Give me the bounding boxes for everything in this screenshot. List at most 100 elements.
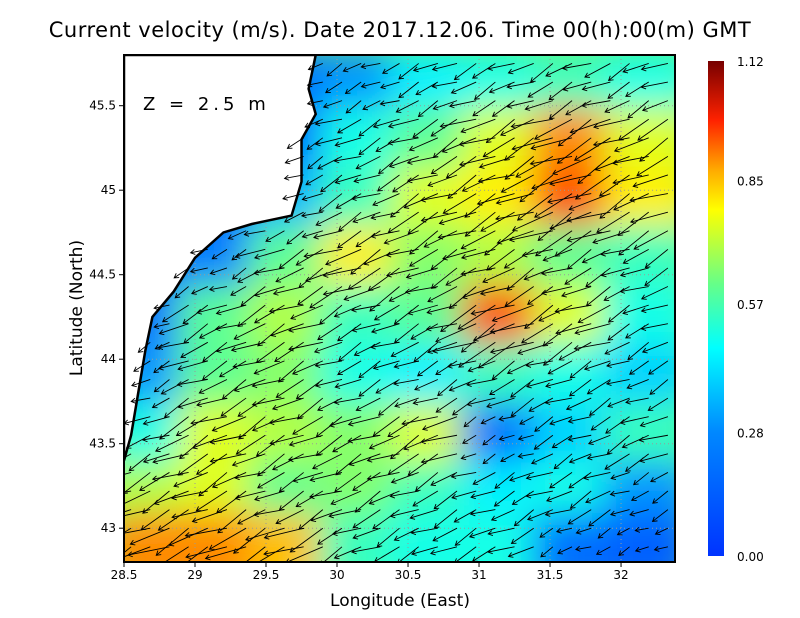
velocity-arrow: [506, 267, 534, 291]
velocity-arrow: [605, 379, 630, 387]
velocity-arrow: [567, 416, 592, 424]
velocity-arrow: [253, 360, 285, 375]
velocity-arrow: [478, 155, 515, 169]
velocity-arrow: [254, 248, 285, 260]
velocity-arrow: [387, 137, 419, 146]
velocity-arrow: [650, 472, 669, 483]
velocity-arrow: [632, 174, 669, 188]
velocity-arrow: [534, 416, 554, 432]
velocity-arrow: [253, 267, 285, 276]
velocity-arrow: [411, 546, 438, 556]
velocity-arrow: [596, 211, 630, 233]
velocity-arrow: [377, 397, 400, 416]
velocity-arrow: [552, 155, 592, 175]
velocity-arrow: [427, 174, 458, 188]
velocity-arrow: [557, 118, 592, 147]
velocity-arrow: [305, 267, 343, 283]
colorbar-label: 1.12: [737, 55, 764, 69]
y-tick-label: 45: [101, 183, 116, 197]
velocity-arrow: [380, 81, 400, 90]
velocity-arrow: [408, 248, 439, 267]
velocity-arrow: [257, 472, 285, 489]
velocity-arrow: [523, 267, 554, 281]
velocity-arrow: [508, 230, 553, 243]
velocity-arrow: [583, 360, 611, 371]
velocity-arrow: [625, 453, 650, 472]
velocity-arrow: [640, 323, 668, 331]
velocity-arrow: [220, 397, 247, 417]
velocity-arrow: [585, 267, 611, 288]
velocity-arrow: [420, 193, 458, 203]
velocity-arrow: [269, 434, 304, 446]
velocity-arrow: [510, 118, 553, 129]
velocity-arrow: [619, 267, 649, 278]
velocity-arrow: [600, 248, 630, 257]
velocity-arrow: [174, 286, 189, 299]
velocity-arrow: [544, 397, 573, 406]
velocity-arrow: [634, 526, 649, 533]
velocity-arrow: [353, 341, 381, 357]
velocity-arrow: [355, 155, 381, 170]
velocity-arrow: [196, 453, 228, 475]
velocity-arrow: [159, 416, 189, 440]
velocity-arrow: [633, 230, 669, 250]
velocity-arrow: [460, 267, 496, 277]
velocity-arrow: [306, 100, 323, 106]
velocity-arrow: [545, 379, 573, 389]
velocity-arrow: [410, 527, 438, 536]
velocity-arrow: [317, 323, 343, 341]
x-axis-label: Longitude (East): [330, 591, 470, 611]
velocity-arrow: [506, 81, 534, 90]
x-tick-label: 28.5: [111, 568, 138, 582]
velocity-arrow: [375, 137, 400, 152]
velocity-arrow: [243, 230, 266, 237]
velocity-arrow: [393, 360, 419, 369]
velocity-arrow: [573, 137, 611, 161]
velocity-arrow: [654, 527, 669, 536]
velocity-arrow: [268, 416, 304, 426]
velocity-arrow: [154, 341, 170, 350]
velocity-arrow: [547, 360, 573, 375]
velocity-arrow: [593, 118, 630, 130]
velocity-arrow: [489, 341, 534, 355]
velocity-arrow: [124, 490, 132, 493]
velocity-arrow: [533, 434, 554, 450]
velocity-arrow: [155, 527, 189, 556]
velocity-arrow: [405, 267, 438, 280]
velocity-arrow: [549, 174, 592, 187]
velocity-arrow: [511, 137, 553, 151]
velocity-arrow: [517, 434, 534, 442]
velocity-arrow: [372, 193, 400, 207]
velocity-arrow: [607, 81, 630, 99]
velocity-arrow: [606, 360, 630, 368]
velocity-arrow: [390, 341, 419, 358]
velocity-arrow: [330, 490, 362, 506]
velocity-arrow: [257, 546, 285, 562]
colorbar-label: 0.57: [737, 298, 764, 312]
velocity-arrow: [331, 527, 362, 537]
velocity-arrow: [335, 193, 362, 209]
velocity-arrow: [314, 118, 343, 127]
velocity-arrow: [360, 63, 381, 70]
velocity-arrow: [450, 81, 477, 95]
velocity-arrow: [275, 267, 304, 283]
velocity-arrow: [527, 81, 554, 98]
velocity-arrow: [195, 490, 228, 512]
velocity-arrow: [496, 230, 534, 245]
velocity-arrow: [352, 472, 381, 491]
velocity-arrow: [344, 81, 362, 95]
velocity-arrow: [282, 193, 304, 201]
velocity-arrow: [445, 267, 477, 286]
velocity-arrow: [538, 304, 573, 322]
velocity-arrow: [510, 379, 534, 398]
velocity-arrow: [482, 453, 496, 465]
velocity-arrow: [171, 509, 208, 520]
velocity-arrow: [639, 453, 669, 464]
velocity-arrow: [332, 434, 362, 453]
velocity-arrow: [584, 63, 611, 78]
velocity-arrow: [569, 490, 592, 509]
velocity-arrow: [525, 490, 553, 499]
velocity-arrow: [253, 304, 285, 324]
velocity-arrow: [495, 193, 534, 206]
